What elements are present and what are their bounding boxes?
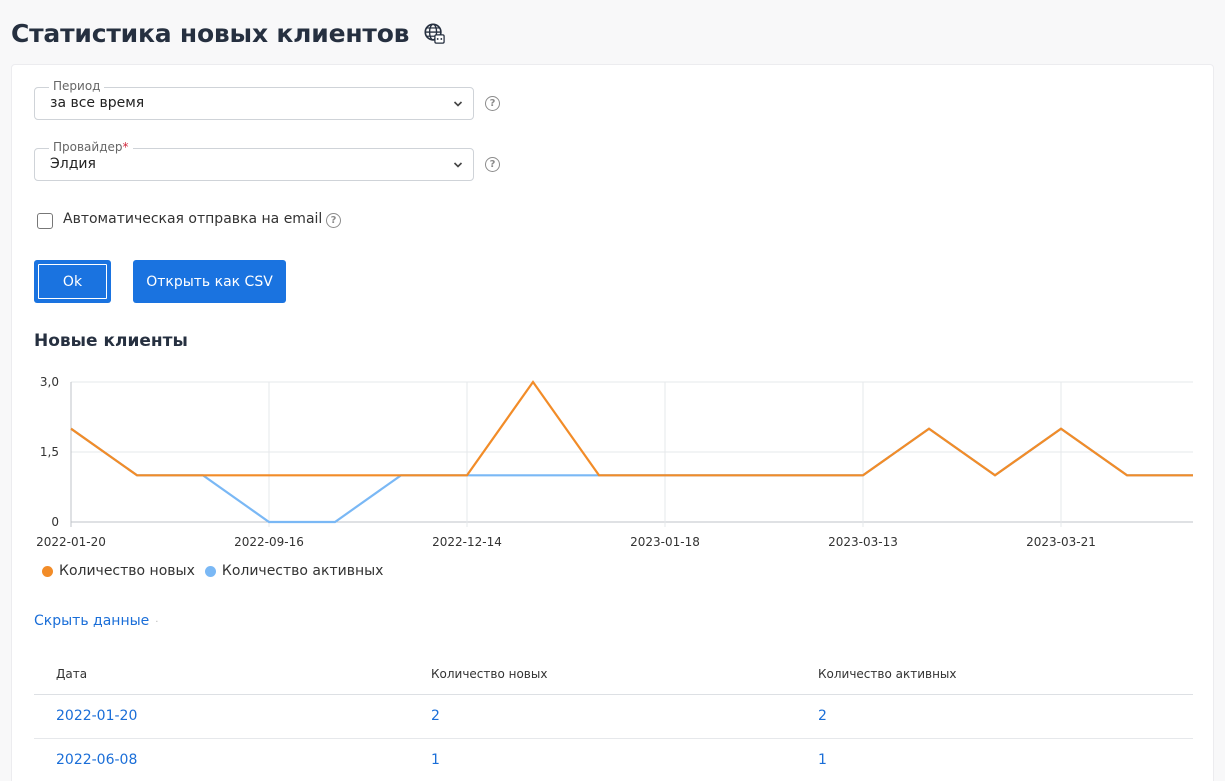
y-tick-label: 3,0 [40,375,59,389]
legend-dot-active [204,565,216,577]
cell-new[interactable]: 1 [431,752,440,768]
globe-icon[interactable] [423,22,446,44]
cell-new[interactable]: 2 [431,708,440,724]
line-chart: 3,0 1,5 0 2022-01-20 2022-09-16 2022-12-14 202… [36,375,1193,549]
y-tick-label: 0 [51,515,59,529]
hide-data-link[interactable]: Скрыть данные · [34,613,159,629]
series-line-new [70,380,1193,477]
ok-button-label: Ok [62,273,83,290]
provider-select[interactable]: Провайдер* Элдия [34,140,474,181]
legend-dot-new [42,565,53,577]
col-header-new[interactable]: Количество новых [431,667,548,681]
data-table: Дата Количество новых Количество активны… [34,653,1193,781]
legend-item-active[interactable]: Количество активных [204,563,384,579]
period-select[interactable]: Период за все время [34,79,474,120]
col-header-active[interactable]: Количество активных [818,667,957,681]
x-tick-label: 2023-01-18 [630,535,700,549]
x-tick-label: 2022-12-14 [432,535,502,549]
y-tick-label: 1,5 [40,445,59,459]
cell-active[interactable]: 1 [818,752,827,768]
cell-date[interactable]: 2022-01-20 [56,708,138,724]
table-row: 2022-01-20 2 2 [34,695,1193,739]
x-tick-label: 2022-09-16 [234,535,304,549]
legend-label-active: Количество активных [221,563,384,579]
open-csv-button[interactable]: Открыть как CSV [133,260,286,303]
chevron-down-icon [453,101,463,107]
legend-item-new[interactable]: Количество новых [42,563,195,579]
main-card: Период за все время ? Провайдер* Элдия ?… [11,64,1214,781]
auto-email-label[interactable]: Автоматическая отправка на email [63,211,323,227]
chevron-down-icon [453,162,463,168]
cell-active[interactable]: 2 [818,708,827,724]
ok-button[interactable]: Ok [34,260,111,303]
page-header: Статистика новых клиентов [11,14,446,52]
provider-label: Провайдер* [49,140,133,154]
legend-label-new: Количество новых [59,563,195,579]
period-value: за все время [50,95,145,111]
period-label: Период [49,79,105,93]
provider-value: Элдия [50,156,96,172]
open-csv-button-label: Открыть как CSV [146,273,273,290]
chart-legend: Количество новых Количество активных [42,563,383,579]
cell-date[interactable]: 2022-06-08 [56,752,138,768]
auto-email-help-icon[interactable]: ? [326,213,341,228]
page-title: Статистика новых клиентов [11,18,410,48]
table-header: Дата Количество новых Количество активны… [34,653,1193,695]
provider-help-icon[interactable]: ? [485,157,500,172]
table-row: 2022-06-08 1 1 [34,739,1193,781]
x-tick-label: 2023-03-13 [828,535,898,549]
section-title: Новые клиенты [34,331,188,351]
auto-email-checkbox[interactable] [37,213,53,229]
x-tick-label: 2022-01-20 [36,535,106,549]
period-help-icon[interactable]: ? [485,96,500,111]
x-tick-label: 2023-03-21 [1026,535,1096,549]
col-header-date[interactable]: Дата [56,667,88,681]
